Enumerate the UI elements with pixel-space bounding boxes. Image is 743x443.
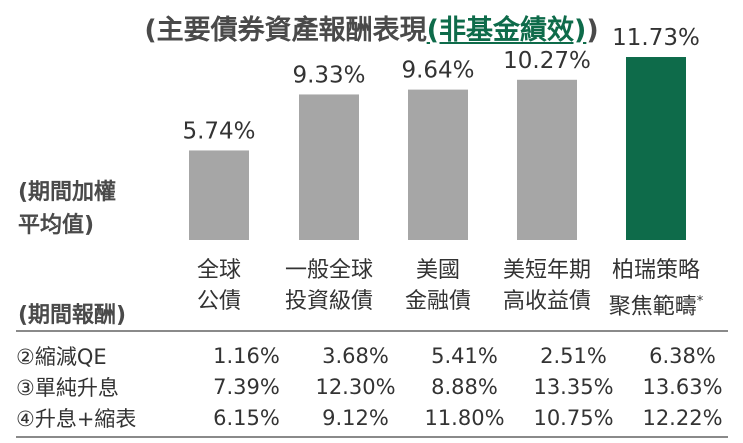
table-header: (期間報酬) bbox=[18, 303, 127, 328]
table-cell: 12.22% bbox=[642, 405, 723, 430]
category-label-line: 投資級債 bbox=[284, 289, 373, 314]
table-cell: 13.35% bbox=[533, 374, 614, 399]
category-label-line: 美短年期 bbox=[502, 258, 591, 283]
category-label-line: 高收益債 bbox=[502, 289, 591, 314]
bar-value-label: 9.33% bbox=[292, 62, 365, 88]
table-cell: 7.39% bbox=[213, 374, 280, 399]
category-label-text: 聚焦範疇 bbox=[608, 294, 697, 320]
table-cell: 3.68% bbox=[322, 343, 389, 368]
row-label: ④升息+縮表 bbox=[16, 406, 137, 431]
table-cell: 10.75% bbox=[533, 405, 614, 430]
bar-value-label: 9.64% bbox=[401, 58, 474, 84]
bar bbox=[626, 57, 686, 241]
category-label: 一般全球 投資級債 bbox=[270, 255, 388, 317]
y-axis-label-line-2: 平均值) bbox=[18, 213, 95, 238]
category-label-line: 一般全球 bbox=[284, 258, 373, 283]
table-cell: 2.51% bbox=[540, 343, 607, 368]
bar-value-label: 10.27% bbox=[503, 48, 591, 74]
bar-value-label: 5.74% bbox=[182, 118, 255, 144]
bar bbox=[299, 94, 359, 241]
title-highlight: (非基金績效) bbox=[426, 15, 587, 46]
table-row: ④升息+縮表 6.15% 9.12% 11.80% 10.75% 12.22% bbox=[16, 402, 737, 433]
title-prefix: (主要債券資產報酬表現 bbox=[144, 15, 427, 46]
category-label-line: 美國 bbox=[415, 258, 460, 283]
row-label: ②縮減QE bbox=[16, 344, 107, 369]
category-label: 全球 公債 bbox=[160, 255, 278, 317]
table-cell: 5.41% bbox=[431, 343, 498, 368]
category-label-line: 全球 bbox=[196, 258, 241, 283]
category-label-line: 柏瑞策略 bbox=[611, 258, 700, 283]
bar bbox=[189, 150, 249, 240]
table-cell: 12.30% bbox=[315, 374, 396, 399]
table-row: ②縮減QE 1.16% 3.68% 5.41% 2.51% 6.38% bbox=[16, 340, 737, 371]
table-top-divider bbox=[16, 330, 728, 332]
bar bbox=[408, 89, 468, 240]
returns-table: ②縮減QE 1.16% 3.68% 5.41% 2.51% 6.38% ③單純升… bbox=[16, 340, 737, 433]
table-bottom-divider bbox=[16, 436, 728, 438]
table-cell: 8.88% bbox=[431, 374, 498, 399]
table-cell: 13.63% bbox=[642, 374, 723, 399]
table-row: ③單純升息 7.39% 12.30% 8.88% 13.35% 13.63% bbox=[16, 371, 737, 402]
table-cell: 9.12% bbox=[322, 405, 389, 430]
table-cell: 6.15% bbox=[213, 405, 280, 430]
asterisk-footnote-mark: * bbox=[696, 294, 704, 309]
category-label-line: 公債 bbox=[196, 289, 241, 314]
table-cell: 1.16% bbox=[213, 343, 280, 368]
bar-chart: 5.74% 9.33% 9.64% 10.27% 11.73% bbox=[182, 25, 700, 241]
y-axis-label: (期間加權 平均值) bbox=[18, 176, 178, 242]
bar bbox=[517, 79, 577, 241]
bar-value-label: 11.73% bbox=[612, 25, 700, 51]
title-suffix: ) bbox=[586, 15, 599, 46]
row-label: ③單純升息 bbox=[16, 375, 119, 400]
category-label-line: 金融債 bbox=[404, 289, 471, 314]
chart-title: (主要債券資產報酬表現(非基金績效)) bbox=[0, 8, 743, 47]
category-label: 美短年期 高收益債 bbox=[488, 255, 606, 317]
category-label: 美國 金融債 bbox=[379, 255, 497, 317]
table-cell: 11.80% bbox=[424, 405, 505, 430]
category-label: 柏瑞策略 聚焦範疇* bbox=[597, 255, 715, 322]
table-cell: 6.38% bbox=[649, 343, 716, 368]
y-axis-label-line-1: (期間加權 bbox=[18, 180, 117, 205]
category-label-line: 聚焦範疇* bbox=[597, 286, 715, 322]
